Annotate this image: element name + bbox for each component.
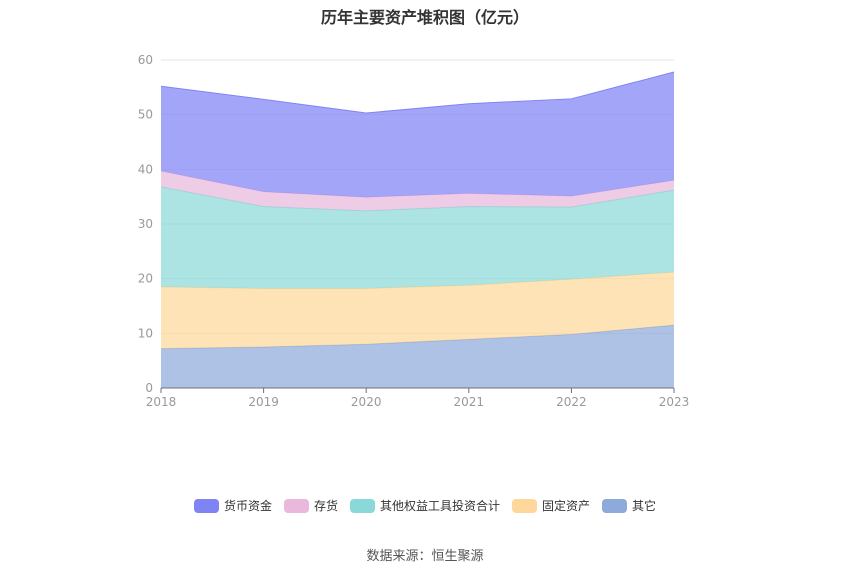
y-tick-label: 40 <box>138 162 153 176</box>
legend-swatch <box>602 498 628 513</box>
area-其他权益工具投资合计 <box>161 186 674 289</box>
legend-item[interactable]: 固定资产 <box>512 497 590 514</box>
legend-item[interactable]: 货币资金 <box>193 497 272 514</box>
area-存货 <box>161 170 674 211</box>
x-tick-label: 2022 <box>556 395 587 409</box>
legend: 货币资金 存货 其他权益工具投资合计 固定资产 其它 <box>0 497 850 514</box>
legend-swatch <box>512 498 537 513</box>
area-其它 <box>161 325 674 388</box>
chart-title: 历年主要资产堆积图（亿元） <box>320 8 529 27</box>
area-line-货币资金 <box>160 71 675 114</box>
legend-label: 货币资金 <box>223 499 272 513</box>
legend-item[interactable]: 其他权益工具投资合计 <box>349 497 500 514</box>
data-source: 数据来源：恒生聚源 <box>366 549 484 564</box>
legend-swatch <box>283 498 309 513</box>
legend-label: 存货 <box>313 499 338 513</box>
x-tick-label: 2019 <box>248 395 279 409</box>
area-固定资产 <box>161 272 674 349</box>
area-货币资金 <box>161 72 674 198</box>
legend-swatch <box>193 498 219 513</box>
legend-label: 其他权益工具投资合计 <box>379 499 500 513</box>
y-tick-label: 10 <box>138 326 153 340</box>
x-tick-label: 2023 <box>659 395 690 409</box>
legend-item[interactable]: 其它 <box>602 497 656 514</box>
legend-label: 固定资产 <box>542 499 591 513</box>
legend-item[interactable]: 存货 <box>283 497 338 514</box>
x-tick-label: 2020 <box>351 395 382 409</box>
y-tick-label: 60 <box>138 53 153 67</box>
y-tick-label: 0 <box>145 381 153 395</box>
x-tick-label: 2018 <box>146 395 177 409</box>
x-tick-label: 2021 <box>454 395 485 409</box>
area-line-其它 <box>160 324 675 350</box>
legend-label: 其它 <box>632 499 657 513</box>
y-tick-label: 30 <box>138 217 153 231</box>
y-tick-label: 50 <box>138 108 153 122</box>
legend-swatch <box>349 498 375 513</box>
y-tick-label: 20 <box>138 272 153 286</box>
